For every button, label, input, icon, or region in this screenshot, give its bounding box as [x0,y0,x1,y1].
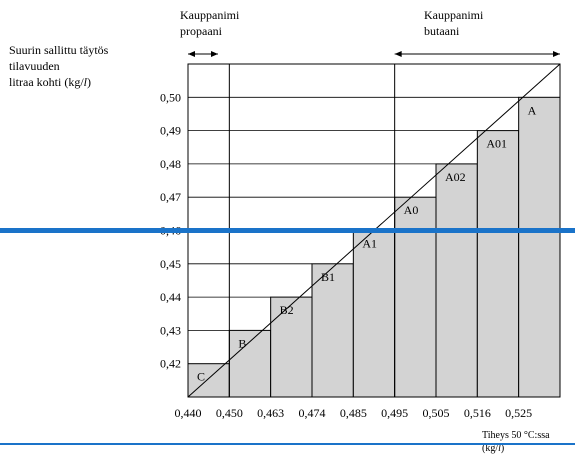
bar-labels-layer: C B B2 B1 A1 A0 A02 A01 A [197,103,537,383]
x-tick-label-2: 0,463 [257,406,284,420]
y-tick-labels: 0,420,430,440,450,460,470,480,490,50 [160,90,181,370]
x-tick-label-5: 0,495 [381,406,408,420]
y-tick-label-5: 0,47 [160,190,181,204]
x-axis-label-line-1: Tiheys 50 °C:ssa [482,430,550,441]
bar-label-A1: A1 [362,237,377,251]
y-tick-label-2: 0,44 [160,290,181,304]
x-axis-label-line-2: (kg/ [482,443,498,454]
annotation-1-line-1: butaani [424,24,460,38]
x-tick-label-1: 0,450 [216,406,243,420]
bar-label-C: C [197,370,205,384]
highlight-band-bottom [0,443,575,445]
x-tick-label-4: 0,485 [340,406,367,420]
bar-B [228,329,272,398]
annotation-0-line-0: Kauppanimi [180,8,240,22]
x-tick-label-0: 0,440 [175,406,202,420]
x-axis-label: Tiheys 50 °C:ssa (kg/l) [482,430,552,454]
x-tick-label-6: 0,505 [423,406,450,420]
x-axis-label-unit-l: l [498,443,501,454]
annotations-layer: Kauppanimi propaani Kauppanimi butaani [180,8,560,57]
bar-A0 [394,196,437,398]
annotation-0-arrow-left [188,51,195,57]
highlight-band-top [0,228,575,233]
y-axis-label: Suurin sallittu täytös tilavuuden litraa… [9,43,111,89]
bar-B1 [311,263,354,398]
bar-label-B2: B2 [280,303,294,317]
annotation-0-line-1: propaani [180,24,223,38]
y-tick-label-0: 0,42 [160,357,181,371]
bar-A [518,96,561,398]
bar-label-A: A [528,103,537,117]
x-tick-label-3: 0,474 [299,406,326,420]
y-tick-label-3: 0,45 [160,257,181,271]
bar-label-A01: A01 [486,137,507,151]
x-tick-label-8: 0,525 [505,406,532,420]
y-axis-label-close: ) [87,75,91,89]
annotation-1-arrow-right [553,51,560,57]
y-axis-label-unit-l: l [84,75,88,89]
annotation-1-arrow-left [394,51,402,57]
y-tick-label-6: 0,48 [160,157,181,171]
y-tick-label-8: 0,50 [160,90,181,104]
bar-A1 [352,230,396,398]
y-tick-label-1: 0,43 [160,323,181,337]
bar-B2 [270,296,313,398]
y-tick-label-7: 0,49 [160,124,181,138]
bar-label-A0: A0 [404,203,419,217]
annotation-1-line-0: Kauppanimi [424,8,484,22]
bar-label-A02: A02 [445,170,466,184]
bar-A02 [435,163,478,398]
bar-label-B1: B1 [321,270,335,284]
bar-label-B: B [238,336,246,350]
x-axis-label-close: ) [501,443,504,454]
y-axis-label-line-3: litraa kohti (kg/ [9,75,84,89]
y-axis-label-line-2: tilavuuden [9,59,60,73]
y-axis-label-line-1: Suurin sallittu täytös [9,43,109,57]
x-tick-label-7: 0,516 [464,406,491,420]
x-tick-labels: 0,440 0,450 0,463 0,474 0,485 0,495 0,505 0,516… [175,406,533,420]
annotation-0-arrow-right [211,51,218,57]
bar-A01 [476,130,520,398]
